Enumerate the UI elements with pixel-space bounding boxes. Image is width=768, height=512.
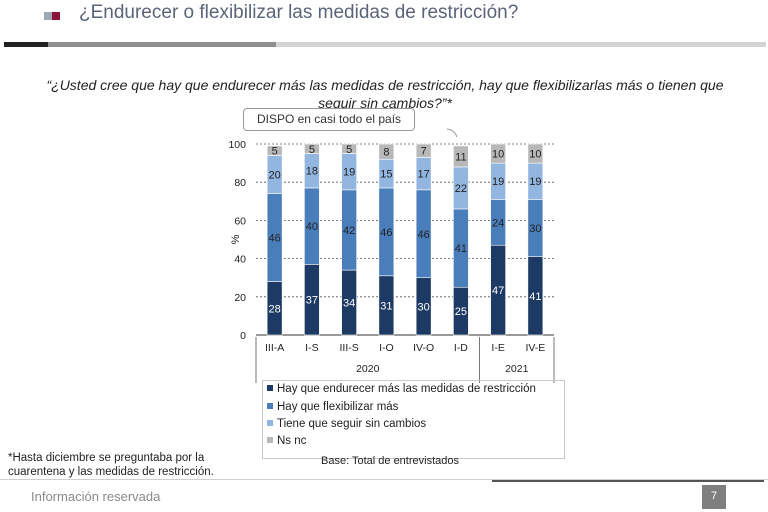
year-group-label: 2020 [356, 363, 380, 375]
data-label: 34 [343, 298, 355, 310]
data-label: 19 [343, 167, 355, 179]
legend-swatch [267, 403, 273, 409]
y-tick-label: 0 [240, 330, 246, 342]
y-tick-label: 20 [234, 292, 246, 304]
y-tick-label: 60 [234, 215, 246, 227]
brand-logo [44, 12, 60, 20]
data-label: 30 [418, 301, 430, 313]
bar-segment [304, 143, 320, 154]
logo-gray-square [44, 12, 52, 20]
x-tick-label: IV-E [525, 342, 545, 354]
data-label: 37 [306, 295, 318, 307]
year-group-label: 2021 [505, 363, 529, 375]
x-tick-label: I-E [491, 342, 504, 354]
callout-pointer [446, 128, 458, 138]
header-rule-dark [4, 42, 48, 47]
y-axis-label: % [230, 234, 242, 244]
bar-segment [378, 143, 395, 160]
legend-item-sin-cambios: Tiene que seguir sin cambios [267, 418, 426, 430]
y-tick-label: 40 [234, 254, 246, 266]
data-label: 24 [492, 217, 504, 229]
data-label: 47 [492, 285, 504, 297]
x-tick-label: III-S [339, 342, 358, 354]
x-tick-label: IV-O [413, 342, 434, 354]
data-label: 18 [306, 166, 318, 178]
base-note: Base: Total de entrevistados [321, 455, 459, 467]
data-label: 8 [383, 147, 389, 159]
data-label: 19 [492, 176, 504, 188]
footer-label: Información reservada [31, 489, 161, 504]
data-label: 10 [529, 149, 541, 161]
legend-label: Hay que flexibilizar más [277, 401, 399, 413]
bar-segment [415, 143, 432, 158]
x-tick-label: I-O [379, 342, 394, 354]
x-tick-label: I-S [305, 342, 318, 354]
legend-swatch [267, 420, 273, 426]
data-label: 41 [455, 243, 467, 255]
callout-box: DISPO en casi todo el país [243, 108, 415, 131]
legend-item-ns-nc: Ns nc [267, 435, 306, 447]
bar-segment [453, 145, 469, 168]
data-label: 5 [272, 146, 278, 158]
data-label: 46 [418, 229, 430, 241]
data-label: 15 [380, 169, 392, 181]
bar-segment [527, 143, 544, 164]
data-label: 46 [380, 227, 392, 239]
bar-segment [490, 143, 506, 164]
data-label: 19 [529, 176, 541, 188]
data-label: 20 [269, 170, 281, 182]
chart-legend: Hay que endurecer más las medidas de res… [262, 380, 565, 459]
data-label: 42 [343, 225, 355, 237]
data-label: 11 [455, 151, 466, 163]
survey-question: “¿Usted cree que hay que endurecer más l… [46, 77, 724, 111]
legend-item-endurecer: Hay que endurecer más las medidas de res… [267, 383, 536, 395]
data-label: 31 [380, 300, 392, 312]
data-label: 41 [529, 291, 541, 303]
y-tick-label: 100 [228, 139, 246, 151]
page-number: 7 [702, 485, 726, 509]
data-label: 22 [455, 183, 467, 195]
data-label: 5 [309, 144, 315, 156]
legend-swatch [267, 437, 273, 443]
x-tick-label: III-A [265, 342, 284, 354]
legend-item-flexibilizar: Hay que flexibilizar más [267, 401, 398, 413]
data-label: 30 [529, 223, 541, 235]
bar-segment [266, 145, 283, 156]
x-tick-label: I-D [454, 342, 468, 354]
data-label: 40 [306, 221, 318, 233]
data-label: 7 [421, 146, 427, 158]
header-rule-light [276, 42, 766, 47]
data-label: 25 [455, 306, 467, 318]
legend-label: Hay que endurecer más las medidas de res… [277, 383, 536, 395]
footer-divider-accent [492, 480, 764, 482]
data-label: 17 [418, 169, 430, 181]
footnote: *Hasta diciembre se preguntaba por la cu… [8, 452, 214, 478]
legend-swatch [267, 385, 273, 391]
logo-red-square [52, 12, 60, 20]
footer-divider [0, 479, 768, 480]
legend-label: Tiene que seguir sin cambios [277, 418, 427, 430]
data-label: 5 [346, 144, 352, 156]
header-rule-gray [48, 42, 276, 47]
data-label: 10 [492, 149, 504, 161]
bar-segment [341, 143, 357, 154]
data-label: 46 [269, 233, 281, 245]
data-label: 28 [269, 303, 281, 315]
page-title: ¿Endurecer o flexibilizar las medidas de… [79, 2, 519, 23]
y-tick-label: 80 [234, 177, 246, 189]
legend-label: Ns nc [277, 435, 307, 447]
